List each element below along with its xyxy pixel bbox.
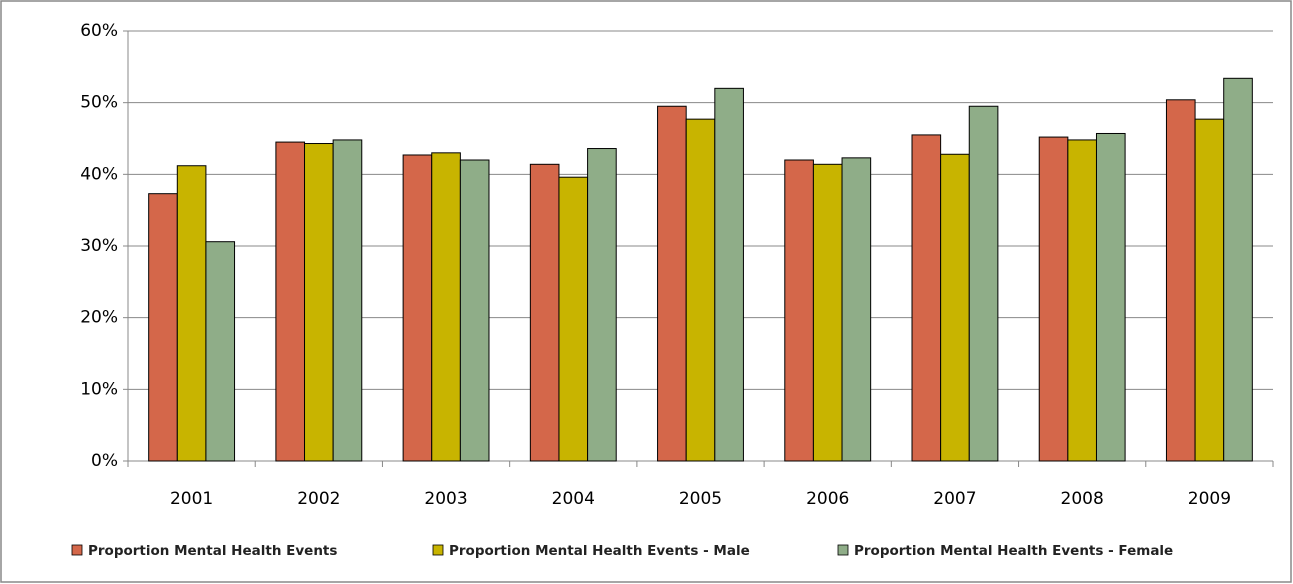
y-tick-label: 30% bbox=[80, 236, 118, 256]
x-tick-label: 2004 bbox=[552, 489, 595, 509]
bar bbox=[968, 105, 999, 462]
y-tick-label: 10% bbox=[80, 379, 118, 399]
x-tick-label: 2009 bbox=[1188, 489, 1231, 509]
legend-swatch bbox=[71, 544, 83, 556]
y-tick-label: 40% bbox=[80, 164, 118, 184]
bar bbox=[1223, 77, 1253, 462]
bar bbox=[205, 241, 236, 462]
x-tick-label: 2005 bbox=[679, 489, 722, 509]
bar bbox=[657, 105, 687, 462]
bar bbox=[940, 153, 970, 462]
bar bbox=[402, 154, 433, 462]
bar bbox=[1067, 139, 1097, 462]
bar bbox=[304, 143, 334, 462]
legend-label: Proportion Mental Health Events - Female bbox=[854, 543, 1173, 559]
y-tick-label: 0% bbox=[91, 451, 118, 471]
bar bbox=[148, 193, 178, 462]
bar bbox=[587, 148, 617, 462]
legend-swatch bbox=[837, 544, 849, 556]
x-tick-label: 2003 bbox=[424, 489, 467, 509]
bar bbox=[176, 165, 207, 462]
bar bbox=[685, 118, 716, 462]
legend-label: Proportion Mental Health Events - Male bbox=[449, 543, 750, 559]
bar bbox=[558, 176, 589, 462]
legend-swatch bbox=[432, 544, 444, 556]
bar bbox=[784, 159, 814, 462]
bar bbox=[812, 163, 843, 462]
x-tick-label: 2002 bbox=[297, 489, 340, 509]
x-tick-label: 2006 bbox=[806, 489, 849, 509]
bar bbox=[529, 163, 560, 462]
bar bbox=[1165, 99, 1196, 462]
bar bbox=[1038, 136, 1069, 462]
bar bbox=[714, 87, 744, 462]
legend-label: Proportion Mental Health Events bbox=[88, 543, 337, 559]
x-tick-label: 2001 bbox=[170, 489, 213, 509]
bar bbox=[841, 157, 872, 462]
x-tick-label: 2008 bbox=[1061, 489, 1104, 509]
y-tick-label: 20% bbox=[80, 308, 118, 328]
y-tick-label: 60% bbox=[80, 21, 118, 41]
y-tick-label: 50% bbox=[80, 93, 118, 113]
x-tick-label: 2007 bbox=[933, 489, 976, 509]
bar bbox=[332, 139, 363, 462]
bar bbox=[1194, 118, 1225, 462]
bar bbox=[431, 152, 461, 462]
bar bbox=[275, 141, 306, 462]
bar bbox=[1095, 132, 1126, 462]
bar bbox=[459, 159, 490, 462]
bar bbox=[911, 134, 942, 462]
